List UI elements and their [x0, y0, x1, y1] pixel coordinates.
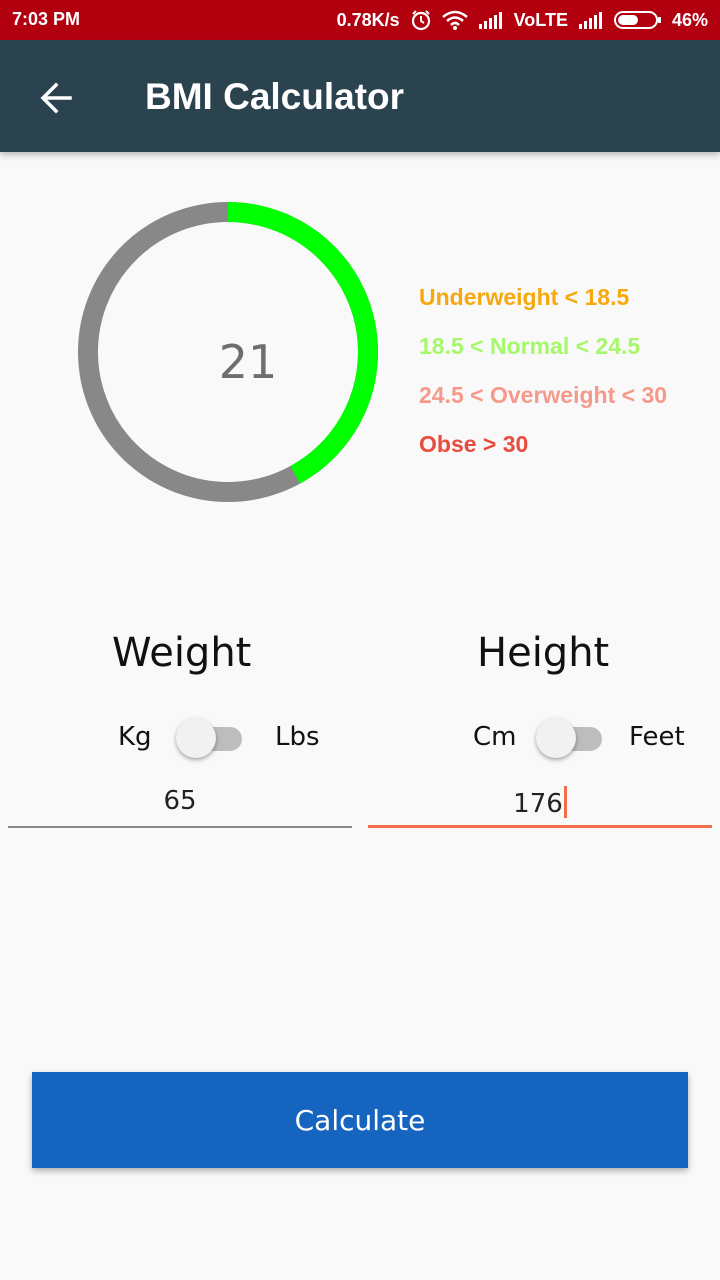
alarm-icon [410, 9, 432, 31]
bmi-legend: Underweight < 18.5 18.5 < Normal < 24.5 … [419, 282, 667, 478]
status-right: 0.78K/s VoLTE 46% [337, 9, 708, 31]
height-value: 176 [513, 789, 563, 819]
page-title: BMI Calculator [145, 76, 405, 117]
height-unit-cm: Cm [473, 722, 517, 752]
battery-icon [613, 10, 662, 30]
network-speed: 0.78K/s [336, 9, 400, 30]
height-unit-switch[interactable] [536, 718, 606, 758]
switch-thumb [176, 718, 216, 758]
switch-thumb [536, 718, 576, 758]
bmi-gauge [78, 202, 378, 502]
calculate-button[interactable]: Calculate [32, 1072, 688, 1168]
legend-underweight: Underweight < 18.5 [419, 284, 630, 310]
back-button[interactable] [28, 70, 84, 126]
height-title: Height [477, 630, 610, 676]
weight-underline [8, 826, 352, 828]
height-unit-feet: Feet [629, 722, 685, 752]
weight-unit-switch[interactable] [176, 718, 246, 758]
height-value-wrap: 176 [368, 786, 712, 819]
signal-icon [578, 11, 604, 29]
status-bar: 7:03 PM 0.78K/s VoLTE 46% [0, 0, 720, 40]
status-time: 7:03 PM [12, 9, 81, 29]
legend-normal: 18.5 < Normal < 24.5 [419, 333, 641, 359]
wifi-icon [441, 10, 468, 30]
weight-title: Weight [112, 630, 252, 676]
battery-level: 46% [671, 9, 708, 30]
weight-unit-lbs: Lbs [275, 722, 320, 752]
bmi-value: 21 [218, 335, 278, 389]
network-type: VoLTE [513, 9, 568, 30]
app-bar: BMI Calculator [0, 40, 720, 152]
arrow-left-icon [40, 82, 72, 114]
weight-input[interactable]: 65 [8, 780, 352, 832]
signal-icon [478, 11, 504, 29]
height-input[interactable]: 176 [368, 780, 712, 832]
weight-value: 65 [163, 786, 197, 816]
text-caret [563, 786, 567, 818]
gauge-progress [78, 202, 378, 502]
weight-unit-kg: Kg [118, 722, 152, 752]
legend-obese: Obse > 30 [419, 431, 529, 457]
height-underline [368, 825, 712, 828]
legend-overweight: 24.5 < Overweight < 30 [419, 382, 668, 408]
